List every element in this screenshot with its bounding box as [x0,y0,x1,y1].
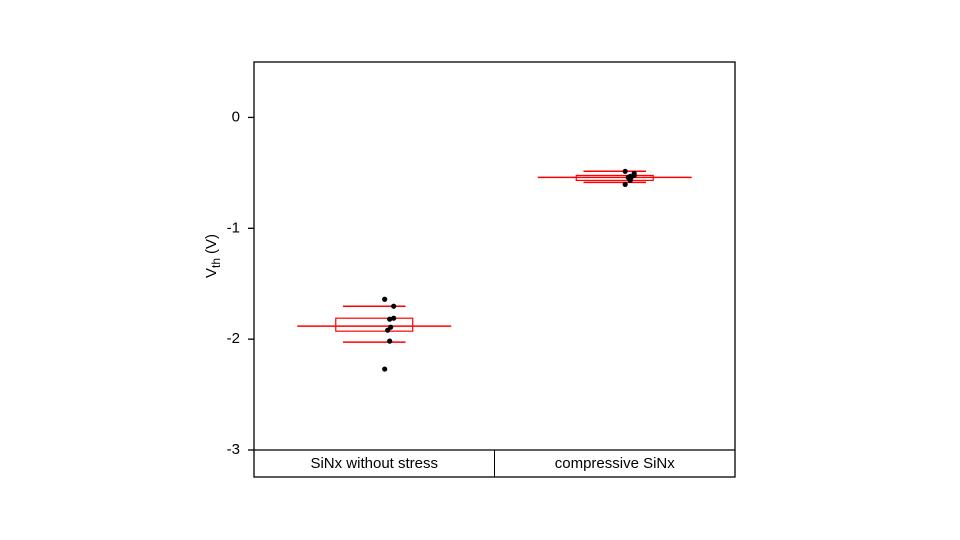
box [575,174,654,181]
y-axis-label: Vth (V) [203,234,223,278]
data-point [622,168,628,174]
data-point [622,181,628,187]
data-point [387,316,393,322]
data-point [382,296,388,302]
category-label: SiNx without stress [310,455,438,472]
y-label-main: V [203,268,220,278]
y-label-unit: (V) [203,234,220,254]
y-tick-label: -1 [227,219,240,236]
box [335,317,414,332]
y-tick-label: -3 [227,441,240,458]
data-point [387,338,393,344]
plot-frame [253,61,736,478]
y-tick-label: 0 [232,108,240,125]
category-label: compressive SiNx [555,455,676,472]
data-point [627,177,633,183]
data-point [391,315,397,321]
data-point [385,327,391,333]
data-point [382,366,388,372]
y-tick-label: -2 [227,330,240,347]
data-point [391,303,397,309]
y-label-sub: th [209,258,223,268]
